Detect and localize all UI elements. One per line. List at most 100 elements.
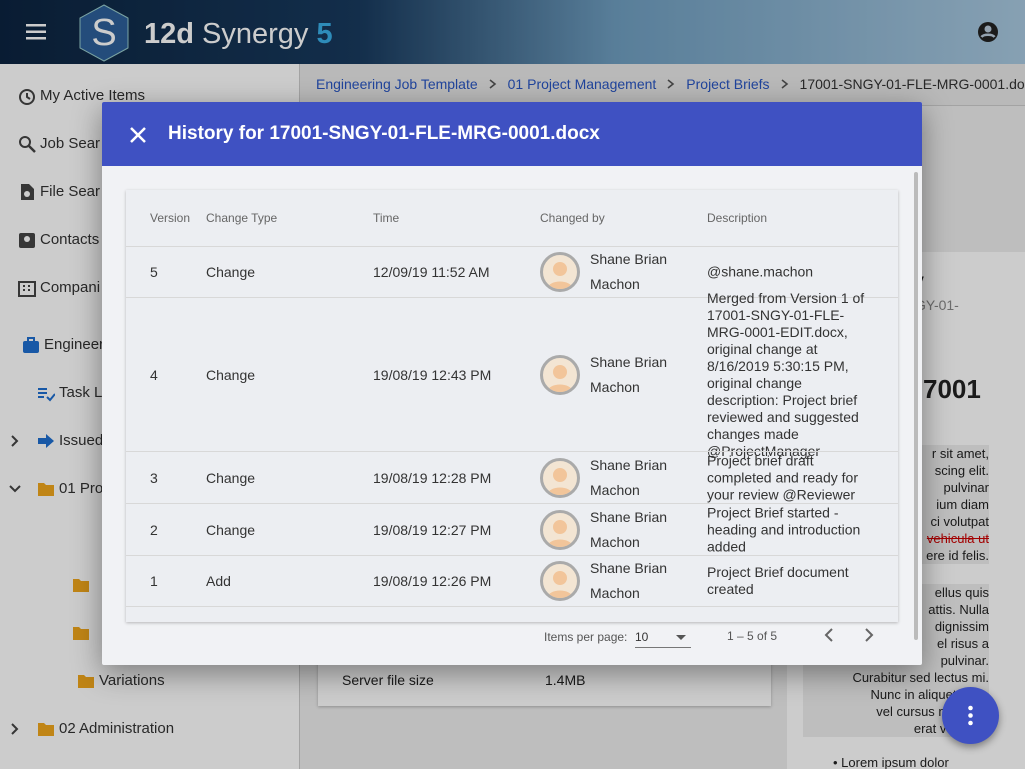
change-type: Change bbox=[206, 521, 256, 538]
nav-item[interactable]: Engineer bbox=[44, 336, 105, 353]
close-button[interactable] bbox=[128, 125, 148, 145]
breadcrumb-separator bbox=[770, 76, 800, 94]
page-range: 1 – 5 of 5 bbox=[727, 629, 778, 643]
page-size: 10 bbox=[635, 630, 649, 644]
expand-toggle[interactable] bbox=[8, 434, 22, 448]
scrollbar bbox=[914, 172, 918, 640]
dialog-header: History for 17001-SNGY-01-FLE-MRG-0001.d… bbox=[102, 102, 922, 166]
time: 12/09/19 11:52 AM bbox=[373, 264, 490, 280]
change-type: Add bbox=[206, 573, 231, 589]
version: 5 bbox=[150, 264, 158, 280]
header: S 12d Synergy 5 bbox=[0, 0, 1025, 64]
history-row: 1 Add 19/08/19 12:26 PM Shane Brian Machon P… bbox=[126, 555, 898, 606]
avatar bbox=[540, 252, 580, 292]
preview-line: ere id felis. bbox=[926, 548, 989, 563]
change-type: Change bbox=[206, 264, 256, 280]
nav-item[interactable]: Contacts bbox=[40, 231, 100, 248]
time: 19/08/19 12:43 PM bbox=[373, 366, 492, 383]
changed-by: Shane Brian Machon bbox=[590, 560, 668, 601]
preview-line: el risus a bbox=[936, 636, 989, 651]
row-divider bbox=[126, 606, 898, 607]
nav-item[interactable]: File Sear bbox=[40, 183, 101, 200]
breadcrumb-link[interactable]: 01 Project Management bbox=[507, 76, 657, 92]
changed-by: Shane Brian Machon bbox=[590, 353, 668, 395]
avatar bbox=[540, 561, 580, 601]
page-size-select[interactable]: 10 bbox=[635, 625, 691, 648]
breadcrumb-current: 17001-SNGY-01-FLE-MRG-0001.docx bbox=[799, 76, 1025, 92]
nav-item[interactable]: Issued bbox=[59, 432, 104, 449]
preview-code: GY-01- bbox=[915, 297, 959, 313]
history-row: 2 Change 19/08/19 12:27 PM Shane Brian Mach… bbox=[126, 503, 898, 555]
page-size-label: Items per page: bbox=[544, 630, 628, 644]
changed-by: Shane Brian Machon bbox=[590, 456, 668, 498]
column-header: Changed by bbox=[540, 211, 605, 225]
nav-item[interactable]: 02 Administration bbox=[59, 720, 175, 737]
changed-by: Shane Brian Machon bbox=[590, 508, 668, 550]
time: 19/08/19 12:27 PM bbox=[373, 521, 492, 538]
preview-line: attis. Nulla bbox=[928, 602, 989, 617]
product: Synergy bbox=[202, 18, 309, 50]
preview-line: ci volutpat bbox=[930, 514, 989, 529]
prev-page[interactable] bbox=[820, 626, 838, 644]
preview-line: pulvinar bbox=[943, 480, 989, 495]
folder-icon bbox=[72, 576, 90, 599]
changed-by: Shane Brian Machon bbox=[590, 251, 668, 292]
preview-line: vehicula ut bbox=[926, 531, 989, 546]
time: 19/08/19 12:26 PM bbox=[373, 573, 492, 589]
nav-icon bbox=[18, 231, 36, 249]
nav-icon bbox=[22, 336, 40, 354]
preview-line: ellus quis bbox=[934, 585, 989, 600]
preview-line: pulvinar. bbox=[940, 653, 989, 668]
nav-item[interactable]: My Active Items bbox=[40, 87, 146, 104]
description: @shane.machon bbox=[707, 263, 814, 280]
version: 3 bbox=[150, 469, 158, 486]
history-row: 4 Change 19/08/19 12:43 PM Shane Brian Mach… bbox=[126, 290, 898, 459]
column-header: Version bbox=[150, 211, 191, 225]
column-header: Time bbox=[373, 211, 400, 225]
bullet-text: Lorem ipsum dolor bbox=[841, 755, 949, 769]
description: Project brief draft completed and ready … bbox=[707, 452, 858, 502]
avatar bbox=[540, 509, 580, 550]
preview-line: scing elit. bbox=[934, 463, 989, 478]
time: 19/08/19 12:28 PM bbox=[373, 469, 492, 486]
change-type: Change bbox=[206, 366, 256, 383]
nav-item[interactable]: Job Sear bbox=[40, 135, 101, 152]
next-page[interactable] bbox=[860, 626, 878, 644]
preview-line: ium diam bbox=[936, 497, 989, 512]
version: 1 bbox=[150, 573, 158, 589]
preview-line: Curabitur sed lectus mi. bbox=[852, 670, 989, 685]
history-table: Version Change Type Time Changed by Descript… bbox=[126, 190, 898, 622]
fab-menu[interactable] bbox=[942, 687, 999, 744]
nav-icon bbox=[18, 87, 36, 105]
expand-toggle[interactable] bbox=[8, 482, 22, 496]
version: 2 bbox=[150, 521, 158, 538]
change-type: Change bbox=[206, 469, 256, 486]
preview-heading: 7001 bbox=[923, 374, 981, 404]
description: Merged from Version 1 of 17001-SNGY-01-F… bbox=[707, 289, 865, 459]
dialog-title: History for 17001-SNGY-01-FLE-MRG-0001.d… bbox=[168, 123, 600, 144]
paginator: Items per page: 10 1 – 5 of 5 bbox=[102, 622, 902, 665]
column-header: Description bbox=[707, 211, 768, 225]
version: 4 bbox=[150, 366, 158, 383]
preview-line: r sit amet, bbox=[931, 446, 989, 461]
history-row: 3 Change 19/08/19 12:28 PM Shane Brian Mach… bbox=[126, 451, 898, 503]
nav-item[interactable]: Compani bbox=[40, 279, 101, 296]
nav-icon bbox=[37, 432, 55, 450]
description: Project Brief started - heading and intr… bbox=[707, 504, 861, 554]
account-button[interactable] bbox=[976, 20, 1000, 44]
menu-button[interactable] bbox=[20, 18, 52, 46]
breadcrumb-link[interactable]: Project Briefs bbox=[686, 76, 770, 92]
expand-toggle[interactable] bbox=[8, 722, 22, 736]
svg-text:S: S bbox=[91, 12, 116, 54]
version: 5 bbox=[316, 18, 333, 50]
avatar bbox=[540, 354, 580, 395]
description: Project Brief document created bbox=[707, 564, 849, 597]
breadcrumb-link[interactable]: Engineering Job Template bbox=[316, 76, 478, 92]
nav-item[interactable]: Task Li bbox=[59, 384, 106, 401]
nav-item[interactable]: Variations bbox=[99, 672, 165, 689]
nav-icon bbox=[18, 279, 36, 297]
nav-icon bbox=[18, 135, 36, 153]
column-header: Change Type bbox=[206, 211, 278, 225]
nav-item[interactable]: 01 Proj bbox=[59, 480, 107, 497]
